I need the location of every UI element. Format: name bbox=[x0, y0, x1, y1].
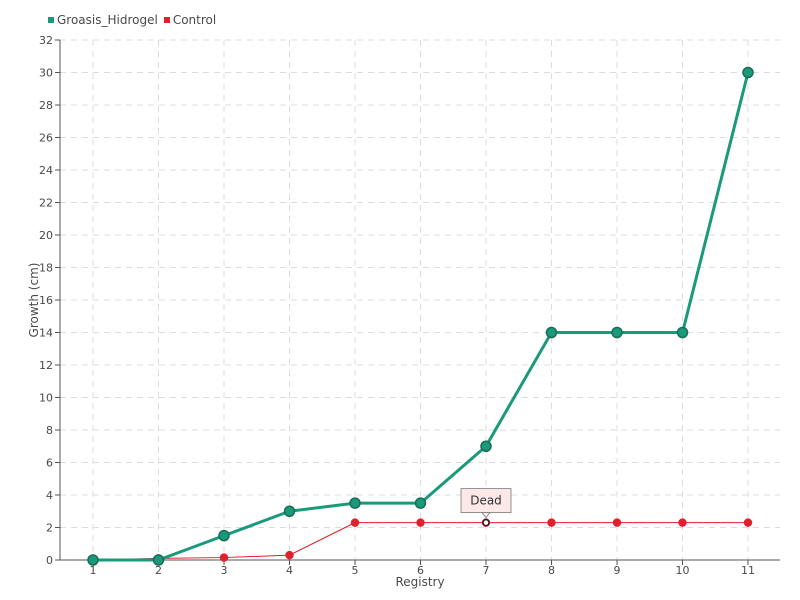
legend-label-series-2: Control bbox=[172, 13, 217, 27]
y-tick-label: 20 bbox=[39, 229, 53, 242]
x-tick-label: 6 bbox=[417, 564, 424, 577]
y-tick-label: 28 bbox=[39, 99, 53, 112]
x-tick-label: 10 bbox=[676, 564, 690, 577]
data-point-series-1[interactable] bbox=[611, 326, 623, 339]
data-point-series-1[interactable] bbox=[218, 529, 230, 542]
x-tick-label: 1 bbox=[90, 564, 97, 577]
legend-swatch-series-1 bbox=[48, 17, 54, 23]
y-tick-label: 22 bbox=[39, 197, 53, 210]
chart-legend: Groasis_Hidrogel Control bbox=[48, 13, 216, 27]
x-tick-label: 5 bbox=[352, 564, 359, 577]
annotation-layer: Dead bbox=[460, 488, 512, 527]
legend-item-series-2[interactable]: Control bbox=[163, 13, 217, 27]
x-tick-label: 8 bbox=[548, 564, 555, 577]
series-layer bbox=[87, 66, 754, 566]
y-tick-label: 30 bbox=[39, 67, 53, 80]
tooltip-label: Dead bbox=[470, 494, 502, 508]
legend-swatch-series-2 bbox=[163, 17, 170, 23]
y-tick-label: 8 bbox=[46, 424, 53, 437]
x-tick-label: 3 bbox=[221, 564, 228, 577]
data-point-series-2[interactable] bbox=[350, 518, 360, 527]
x-axis-title: Registry bbox=[395, 575, 444, 589]
data-point-series-1[interactable] bbox=[283, 505, 296, 517]
data-point-series-1[interactable] bbox=[742, 66, 754, 79]
y-tick-label: 6 bbox=[46, 457, 53, 470]
data-point-series-2[interactable] bbox=[219, 553, 229, 562]
y-tick-label: 24 bbox=[39, 164, 53, 177]
x-tick-label: 9 bbox=[614, 564, 621, 577]
legend-item-series-1[interactable]: Groasis_Hidrogel bbox=[48, 13, 158, 27]
y-tick-label: 26 bbox=[39, 132, 53, 145]
tooltip-box bbox=[460, 488, 512, 514]
data-point-series-2[interactable] bbox=[678, 518, 687, 527]
legend-label-series-1: Groasis_Hidrogel bbox=[57, 13, 158, 27]
data-point-series-1[interactable] bbox=[480, 440, 492, 452]
data-point-series-2[interactable] bbox=[285, 550, 294, 560]
y-tick-label: 12 bbox=[39, 359, 53, 372]
x-tick-label: 7 bbox=[483, 564, 490, 577]
x-tick-label: 2 bbox=[155, 564, 162, 577]
data-point-series-2[interactable] bbox=[416, 518, 425, 527]
y-axis-title: Growth (cm) bbox=[27, 263, 41, 338]
data-point-series-1[interactable] bbox=[545, 326, 558, 339]
annotated-point-marker[interactable] bbox=[482, 518, 490, 527]
grid-layer bbox=[60, 39, 780, 560]
data-point-series-2[interactable] bbox=[547, 518, 556, 527]
data-point-series-1[interactable] bbox=[676, 326, 689, 339]
data-point-series-2[interactable] bbox=[743, 518, 753, 527]
data-point-series-1[interactable] bbox=[414, 497, 427, 509]
x-tick-label: 11 bbox=[741, 564, 755, 577]
y-tick-label: 14 bbox=[39, 327, 53, 340]
y-tick-label: 2 bbox=[46, 522, 53, 535]
data-point-series-1[interactable] bbox=[349, 497, 361, 509]
y-tick-label: 4 bbox=[46, 489, 53, 502]
y-tick-label: 0 bbox=[46, 554, 53, 567]
tooltip-pointer bbox=[481, 512, 491, 519]
data-point-series-1[interactable] bbox=[87, 554, 99, 566]
y-tick-label: 18 bbox=[39, 262, 53, 275]
y-tick-label: 16 bbox=[39, 294, 53, 307]
y-tick-label: 32 bbox=[39, 34, 53, 47]
data-point-series-1[interactable] bbox=[152, 554, 165, 566]
x-tick-label: 4 bbox=[286, 564, 293, 577]
y-tick-label: 10 bbox=[39, 392, 53, 405]
data-point-series-2[interactable] bbox=[612, 518, 622, 527]
